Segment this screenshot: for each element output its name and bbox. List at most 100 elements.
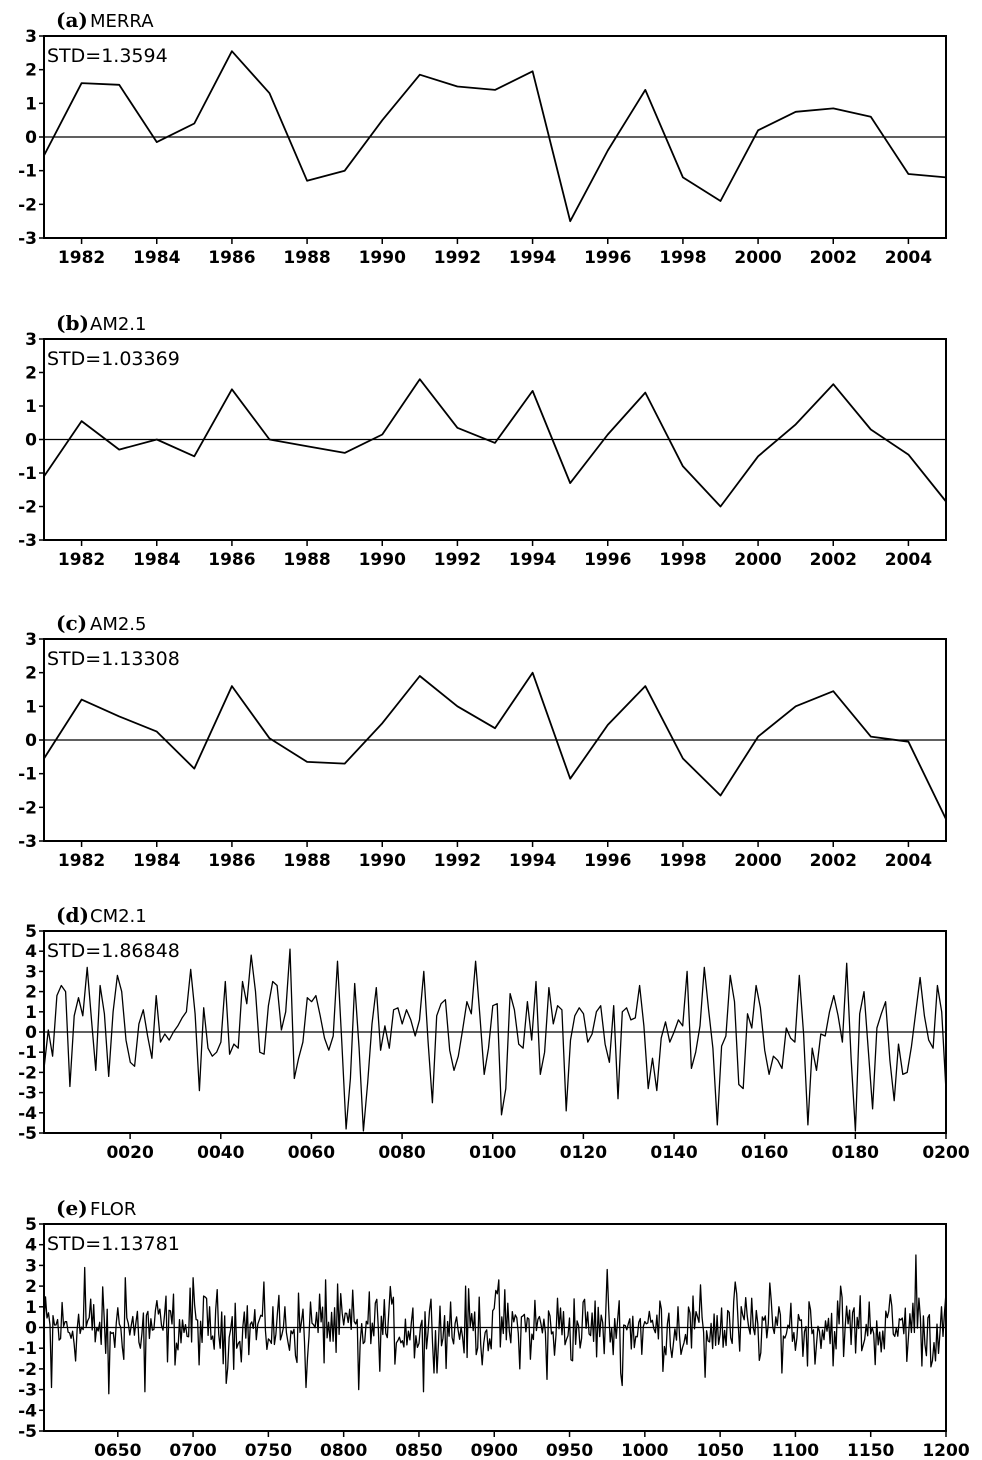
x-tick-label: 2004 (885, 851, 932, 871)
y-tick-label: 1 (25, 397, 37, 417)
plot-frame (43, 638, 947, 842)
panel-label: (e) (56, 1196, 88, 1220)
x-tick-label: 1050 (696, 1441, 743, 1460)
y-tick-label: 0 (25, 128, 37, 148)
y-tick-label: 5 (25, 1215, 37, 1235)
x-tick-label: 1982 (58, 550, 105, 570)
panel-label: (c) (56, 611, 87, 635)
x-tick-label: 1998 (659, 248, 706, 268)
x-tick-label: 1000 (621, 1441, 668, 1460)
panel-label: (a) (56, 8, 88, 32)
x-tick-label: 1150 (847, 1441, 894, 1460)
y-tick-label: 1 (25, 1003, 37, 1023)
x-tick-label: 0950 (546, 1441, 593, 1460)
y-tick-label: -5 (18, 1422, 37, 1442)
series-line (43, 1254, 947, 1395)
plot-frame (43, 35, 947, 239)
x-tick-label: 2002 (810, 550, 857, 570)
x-tick-label: 0160 (741, 1143, 788, 1163)
panel-title: CM2.1 (90, 906, 147, 927)
y-tick-label: -1 (18, 162, 37, 182)
y-tick-label: 3 (25, 630, 37, 650)
x-tick-label: 1996 (584, 550, 631, 570)
y-tick-label: -3 (18, 1381, 37, 1401)
y-tick-label: 2 (25, 664, 37, 684)
y-tick-label: 5 (25, 922, 37, 942)
x-tick-label: 1992 (434, 550, 481, 570)
x-tick-label: 1996 (584, 851, 631, 871)
y-tick-label: 2 (25, 61, 37, 81)
y-tick-label: -3 (18, 1084, 37, 1104)
x-tick-label: 1990 (359, 550, 406, 570)
std-annotation: STD=1.13308 (47, 648, 180, 670)
x-tick-label: 1984 (133, 851, 180, 871)
y-tick-label: 0 (25, 1023, 37, 1043)
std-annotation: STD=1.13781 (47, 1233, 180, 1255)
y-tick-label: -2 (18, 1360, 37, 1380)
x-tick-label: 0180 (832, 1143, 879, 1163)
y-tick-label: -1 (18, 765, 37, 785)
y-tick-label: 4 (25, 942, 37, 962)
x-tick-label: 2002 (810, 248, 857, 268)
x-tick-label: 1998 (659, 851, 706, 871)
x-tick-label: 1990 (359, 248, 406, 268)
y-tick-label: -3 (18, 229, 37, 249)
y-tick-label: 0 (25, 731, 37, 751)
x-tick-label: 0200 (922, 1143, 969, 1163)
y-tick-label: -3 (18, 531, 37, 551)
y-tick-label: 4 (25, 1236, 37, 1256)
y-tick-label: 1 (25, 94, 37, 114)
panel-title: AM2.1 (90, 314, 146, 335)
y-tick-label: -2 (18, 195, 37, 215)
panel-am2-5: (c) AM2.5 -3 -2 -1 0 1 2 3 1982 1984 1986 1988 1990 19… (18, 611, 947, 871)
x-tick-label: 1982 (58, 248, 105, 268)
x-tick-label: 0900 (471, 1441, 518, 1460)
y-tick-label: -2 (18, 498, 37, 518)
y-tick-label: -4 (18, 1104, 37, 1124)
x-tick-label: 2000 (734, 550, 781, 570)
panel-merra: (a) MERRA -3 -2 -1 0 1 2 3 1982 1984 1986 1988 1990 19… (18, 8, 947, 268)
x-tick-label: 2002 (810, 851, 857, 871)
y-tick-label: -1 (18, 1339, 37, 1359)
x-tick-label: 0650 (94, 1441, 141, 1460)
panel-title: AM2.5 (90, 614, 146, 635)
x-tick-label: 1986 (208, 550, 255, 570)
y-tick-label: 3 (25, 330, 37, 350)
x-tick-label: 1982 (58, 851, 105, 871)
x-tick-label: 0060 (288, 1143, 335, 1163)
x-tick-label: 1984 (133, 550, 180, 570)
y-tick-label: 1 (25, 1298, 37, 1318)
x-tick-label: 1998 (659, 550, 706, 570)
std-annotation: STD=1.03369 (47, 348, 180, 370)
series-line (43, 948, 947, 1132)
x-tick-label: 1994 (509, 550, 556, 570)
x-tick-label: 1100 (772, 1441, 819, 1460)
x-tick-label: 2004 (885, 248, 932, 268)
x-tick-label: 1984 (133, 248, 180, 268)
y-tick-label: -2 (18, 798, 37, 818)
std-annotation: STD=1.86848 (47, 940, 180, 962)
x-tick-label: 1992 (434, 851, 481, 871)
x-tick-label: 1994 (509, 248, 556, 268)
y-tick-label: -4 (18, 1401, 37, 1421)
x-tick-label: 2000 (734, 851, 781, 871)
y-tick-label: -3 (18, 832, 37, 852)
panel-title: MERRA (90, 11, 154, 32)
y-tick-label: 0 (25, 1319, 37, 1339)
y-tick-label: -1 (18, 464, 37, 484)
y-tick-label: 2 (25, 364, 37, 384)
x-tick-label: 1988 (283, 248, 330, 268)
x-tick-label: 1986 (208, 851, 255, 871)
x-tick-label: 0020 (106, 1143, 153, 1163)
series-line (43, 50, 947, 223)
series-line (43, 378, 947, 508)
y-tick-label: 0 (25, 431, 37, 451)
x-tick-label: 1988 (283, 851, 330, 871)
x-tick-label: 1986 (208, 248, 255, 268)
y-tick-label: 3 (25, 1256, 37, 1276)
x-tick-label: 1200 (922, 1441, 969, 1460)
panel-am2-1: (b) AM2.1 -3 -2 -1 0 1 2 3 1982 1984 1986 1988 1990 19… (18, 311, 947, 570)
